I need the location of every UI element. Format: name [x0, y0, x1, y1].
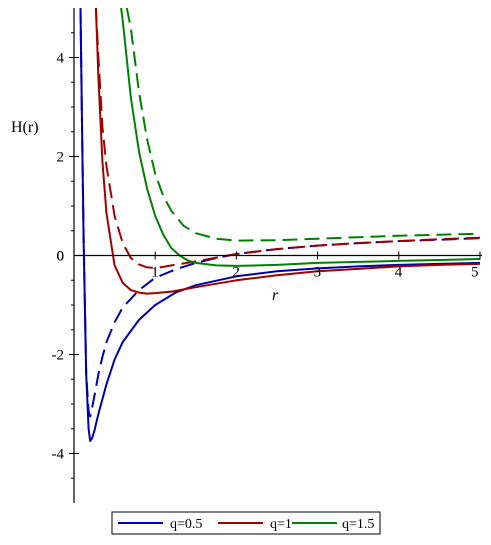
y-tick-label: 4: [57, 51, 65, 67]
x-axis-title: r: [272, 287, 279, 304]
x-tick-label: 1: [151, 265, 159, 281]
legend-label-q05: q=0.5: [170, 517, 202, 532]
legend-label-q15: q=1.5: [342, 517, 374, 532]
y-tick-label: 2: [57, 150, 65, 166]
legend: q=0.5 q=1 q=1.5: [111, 511, 381, 535]
series-line-0: [79, 7, 481, 443]
series-line-1: [79, 7, 481, 418]
y-axis-title: H(r): [11, 119, 39, 136]
x-tick-label: 2: [232, 265, 240, 281]
legend-label-q1: q=1: [270, 517, 292, 532]
series-line-3: [94, 7, 481, 269]
series-line-5: [125, 7, 481, 242]
x-tick-label: 3: [314, 265, 322, 281]
curves-layer: [79, 7, 481, 443]
series-line-2: [94, 7, 481, 295]
x-tick-label: 4: [395, 265, 403, 281]
y-tick-label: 0: [57, 249, 65, 265]
y-tick-label: 0: [57, 249, 65, 265]
x-tick-label: 5: [471, 265, 479, 281]
series-line-4: [120, 7, 481, 267]
y-tick-label: -4: [52, 447, 65, 463]
y-tick-label: -2: [52, 348, 65, 364]
